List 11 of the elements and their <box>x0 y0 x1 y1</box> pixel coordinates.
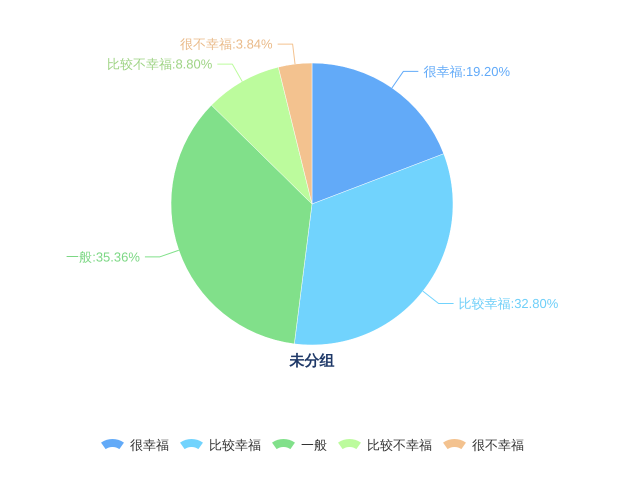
legend-label: 比较幸福 <box>209 438 261 452</box>
legend-label: 一般 <box>301 438 327 452</box>
text: 未分组 <box>288 352 334 370</box>
data-label: 比较不幸福:8.80% <box>106 56 213 72</box>
data-label: 很不幸福:3.84% <box>180 36 274 52</box>
data-label: 比较幸福:32.80% <box>458 296 559 311</box>
legend-label: 很幸福 <box>130 438 169 452</box>
data-label: 很幸福:19.20% <box>423 64 510 79</box>
data-label: 一般:35.36% <box>66 249 140 264</box>
legend-label: 很不幸福 <box>472 438 524 452</box>
legend-label: 比较不幸福 <box>367 438 432 452</box>
